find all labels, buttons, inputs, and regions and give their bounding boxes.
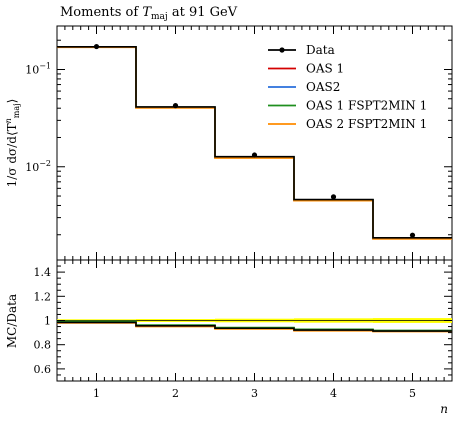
chart-title: Moments of Tmaj at 91 GeV xyxy=(60,5,238,22)
main-panel: 10−110−2 1/σ dσ/d⟨Tnmaj⟩ xyxy=(4,25,453,261)
ratio-panel: 0.6 0.8 1 1.2 1.4 1 2 3 4 5 MC/Data n xyxy=(5,259,453,416)
y-label-sub: maj xyxy=(12,103,21,118)
main-y-axis-label: 1/σ dσ/d⟨Tnmaj⟩ xyxy=(4,99,21,188)
ratio-y-tick-label: 1.4 xyxy=(34,266,52,279)
series-line-oas2 xyxy=(57,46,452,240)
y-label-text: 1/σ dσ/d⟨T xyxy=(5,123,19,187)
legend-label: OAS 1 FSPT2MIN 1 xyxy=(306,99,427,113)
main-plot-frame xyxy=(56,25,453,261)
data-point xyxy=(93,43,100,50)
main-y-ticks: 10−110−2 xyxy=(25,26,453,260)
ratio-y-tick-label: 1.2 xyxy=(34,290,52,303)
legend-label: OAS 1 xyxy=(306,62,344,76)
data-point xyxy=(251,152,258,158)
y-label-sup: n xyxy=(4,118,13,123)
ratio-uncertainty-band xyxy=(57,318,452,323)
legend-label: OAS2 xyxy=(306,80,340,94)
legend-marker xyxy=(279,47,285,53)
ratio-series-group xyxy=(57,320,452,333)
series-line-oas-1-fspt2min-1 xyxy=(57,46,452,239)
data-point xyxy=(409,232,416,238)
data-point xyxy=(172,103,179,109)
x-tick-label: 3 xyxy=(251,387,258,400)
y-tick-base: 10 xyxy=(25,63,39,76)
series-line-mc-total xyxy=(57,46,452,239)
legend-label: Data xyxy=(306,43,335,57)
x-axis-label: n xyxy=(440,402,448,416)
x-tick-label: 2 xyxy=(172,387,179,400)
y-tick-base: 10 xyxy=(25,161,39,174)
y-tick-exponent: −2 xyxy=(39,159,51,168)
ratio-y-ticks: 0.6 0.8 1 1.2 1.4 xyxy=(34,259,452,382)
legend: Data OAS 1 OAS2 OAS 1 FSPT2MIN 1 OAS 2 FSPT2… xyxy=(268,43,427,131)
main-series-group xyxy=(57,46,452,240)
series-line-oas-2-fspt2min-1 xyxy=(57,46,452,240)
y-tick-label: 10−2 xyxy=(25,159,51,174)
y-tick-label: 10−1 xyxy=(25,61,51,76)
ratio-y-axis-label: MC/Data xyxy=(5,294,19,348)
y-tick-exponent: −1 xyxy=(39,61,51,70)
x-tick-label: 1 xyxy=(93,387,100,400)
ratio-y-tick-label: 0.6 xyxy=(34,363,52,376)
ratio-line-mc xyxy=(57,321,452,332)
x-tick-label: 5 xyxy=(409,387,416,400)
y-label-close: ⟩ xyxy=(5,99,19,104)
ratio-y-tick-label: 1 xyxy=(44,315,51,328)
ratio-y-tick-label: 0.8 xyxy=(34,339,52,352)
x-tick-label: 4 xyxy=(330,387,337,400)
x-axis-ticks: 1 2 3 4 5 xyxy=(64,260,453,400)
series-line-oas-1 xyxy=(57,46,452,240)
data-point xyxy=(330,194,337,200)
legend-label: OAS 2 FSPT2MIN 1 xyxy=(306,117,427,131)
data-points xyxy=(93,43,416,238)
